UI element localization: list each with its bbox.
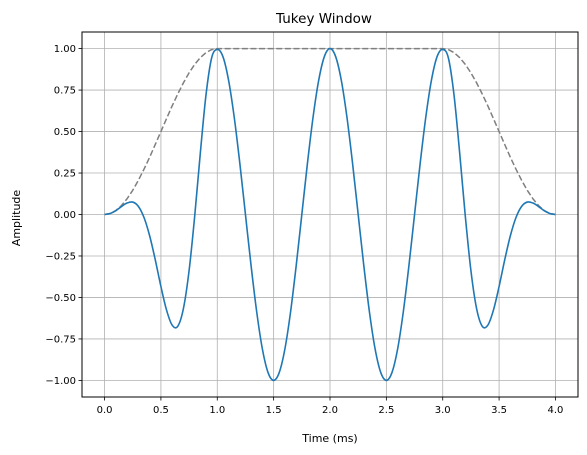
y-axis-label: Amplitude xyxy=(10,190,23,247)
chart-title: Tukey Window xyxy=(275,11,372,27)
x-tick-label: 3.0 xyxy=(435,405,451,416)
y-tick-label: 0.00 xyxy=(54,210,76,221)
y-tick-label: −0.50 xyxy=(45,293,76,304)
x-tick-label: 0.0 xyxy=(97,405,113,416)
x-axis-label: Time (ms) xyxy=(301,432,357,445)
y-tick-label: 0.75 xyxy=(54,86,76,97)
x-tick-label: 0.5 xyxy=(153,405,169,416)
y-tick-label: 0.25 xyxy=(54,169,76,180)
x-axis-ticks: 0.0 0.5 1.0 1.5 2.0 2.5 3.0 3.5 4.0 xyxy=(97,397,564,416)
x-tick-label: 4.0 xyxy=(548,405,564,416)
y-tick-label: −1.00 xyxy=(45,376,76,387)
y-tick-label: 1.00 xyxy=(54,44,76,55)
y-axis-ticks: −1.00 −0.75 −0.50 −0.25 0.00 0.25 0.50 0.75 1.00 xyxy=(45,44,82,387)
y-tick-label: 0.50 xyxy=(54,127,76,138)
grid-lines xyxy=(82,32,578,397)
x-tick-label: 2.0 xyxy=(322,405,338,416)
y-tick-label: −0.75 xyxy=(45,334,76,345)
series-layer xyxy=(104,47,556,382)
x-tick-label: 3.5 xyxy=(491,405,507,416)
windowed-signal-line xyxy=(104,47,556,382)
x-tick-label: 1.5 xyxy=(266,405,282,416)
x-tick-label: 1.0 xyxy=(209,405,225,416)
y-tick-label: −0.25 xyxy=(45,251,76,262)
x-tick-label: 2.5 xyxy=(378,405,394,416)
